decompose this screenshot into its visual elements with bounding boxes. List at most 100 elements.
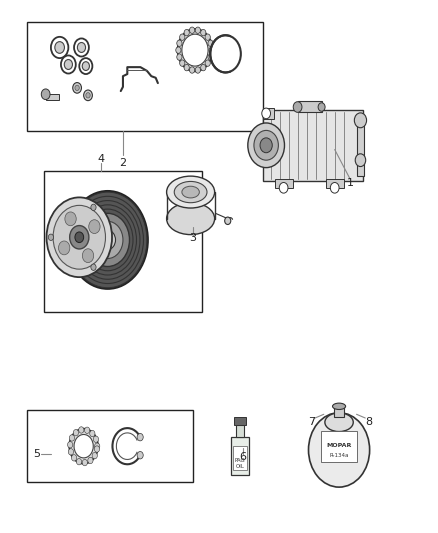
Circle shape <box>67 191 148 289</box>
Text: 3: 3 <box>189 233 196 244</box>
Circle shape <box>180 34 185 41</box>
Circle shape <box>190 27 195 34</box>
Circle shape <box>41 89 50 100</box>
Circle shape <box>86 213 130 266</box>
Bar <box>27 22 263 131</box>
Circle shape <box>330 182 339 193</box>
Circle shape <box>318 103 325 111</box>
Text: 2: 2 <box>120 158 127 168</box>
Circle shape <box>260 138 272 153</box>
Bar <box>236 425 244 437</box>
Bar <box>297 101 321 112</box>
Circle shape <box>73 83 81 93</box>
Circle shape <box>82 249 94 263</box>
Circle shape <box>308 413 370 487</box>
Circle shape <box>208 40 213 46</box>
Circle shape <box>92 453 97 459</box>
Circle shape <box>90 430 95 437</box>
Circle shape <box>92 221 123 259</box>
Circle shape <box>205 60 210 66</box>
Text: 8: 8 <box>365 417 372 427</box>
Circle shape <box>73 430 78 436</box>
Circle shape <box>78 43 85 52</box>
Circle shape <box>95 443 100 449</box>
Circle shape <box>68 449 74 455</box>
Ellipse shape <box>166 176 215 208</box>
Circle shape <box>184 29 189 36</box>
Circle shape <box>86 93 90 98</box>
Circle shape <box>354 113 367 128</box>
Circle shape <box>180 60 185 66</box>
Circle shape <box>85 427 90 433</box>
Bar <box>321 431 357 462</box>
Circle shape <box>84 90 92 101</box>
Text: 5: 5 <box>33 449 40 458</box>
Bar <box>326 179 344 188</box>
Text: 6: 6 <box>240 453 247 462</box>
Circle shape <box>177 29 212 71</box>
Circle shape <box>176 47 181 53</box>
Circle shape <box>104 236 111 244</box>
Bar <box>27 410 193 482</box>
Bar <box>44 171 201 312</box>
Circle shape <box>262 108 271 119</box>
Bar <box>46 94 59 100</box>
Text: R-134a: R-134a <box>329 453 349 458</box>
Circle shape <box>79 58 92 74</box>
Circle shape <box>75 85 79 91</box>
Circle shape <box>293 102 302 112</box>
Circle shape <box>209 47 214 53</box>
Circle shape <box>279 182 288 193</box>
Circle shape <box>79 427 84 433</box>
Circle shape <box>69 429 98 464</box>
Circle shape <box>76 458 81 465</box>
Text: MOPAR: MOPAR <box>326 443 352 448</box>
Circle shape <box>74 434 93 458</box>
Circle shape <box>208 54 213 60</box>
Circle shape <box>64 60 72 69</box>
Circle shape <box>225 217 231 224</box>
Circle shape <box>177 54 182 60</box>
Circle shape <box>100 230 116 249</box>
Circle shape <box>93 436 99 442</box>
Text: PAG
OIL: PAG OIL <box>235 458 245 469</box>
Circle shape <box>254 131 279 160</box>
Bar <box>275 179 293 188</box>
Circle shape <box>67 441 73 448</box>
Circle shape <box>89 220 100 233</box>
Circle shape <box>82 62 89 70</box>
Circle shape <box>75 232 84 243</box>
Circle shape <box>184 64 189 71</box>
Bar <box>231 437 249 475</box>
Circle shape <box>248 123 285 167</box>
Circle shape <box>355 154 366 166</box>
Circle shape <box>201 64 206 71</box>
Circle shape <box>55 42 64 53</box>
Circle shape <box>53 205 106 269</box>
Circle shape <box>70 225 89 249</box>
Ellipse shape <box>174 181 207 203</box>
Circle shape <box>51 37 68 58</box>
Text: 7: 7 <box>308 417 315 427</box>
Bar <box>334 405 344 417</box>
Circle shape <box>205 34 210 41</box>
Circle shape <box>190 67 195 73</box>
Circle shape <box>216 42 235 66</box>
Circle shape <box>91 204 96 211</box>
Bar <box>263 108 274 119</box>
Circle shape <box>182 34 208 66</box>
Circle shape <box>82 459 88 466</box>
Text: 4: 4 <box>98 154 105 164</box>
Ellipse shape <box>166 203 215 235</box>
Circle shape <box>46 197 112 277</box>
Circle shape <box>69 435 74 441</box>
Circle shape <box>59 241 70 255</box>
Circle shape <box>137 433 143 441</box>
Circle shape <box>210 35 241 72</box>
Circle shape <box>137 451 143 459</box>
Circle shape <box>195 67 201 73</box>
Ellipse shape <box>332 403 346 409</box>
Circle shape <box>201 29 206 36</box>
Circle shape <box>48 234 53 240</box>
Circle shape <box>94 446 99 452</box>
